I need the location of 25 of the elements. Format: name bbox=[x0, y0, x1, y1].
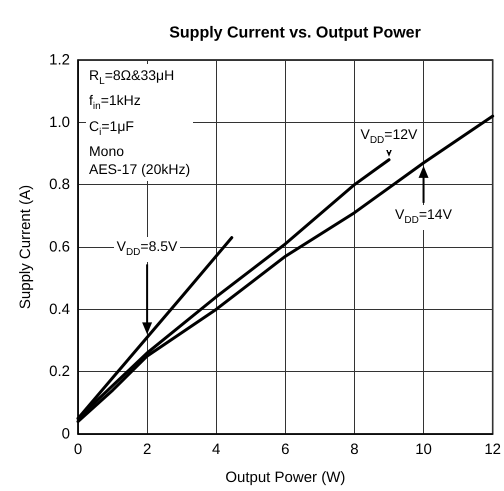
y-axis-title: Supply Current (A) bbox=[17, 184, 34, 310]
y-tick-label: 1.0 bbox=[49, 114, 70, 131]
x-tick-label: 6 bbox=[281, 441, 290, 458]
y-tick-label: 0.4 bbox=[49, 300, 70, 318]
x-tick-label: 8 bbox=[350, 441, 359, 458]
series-label: V$_{DD}$=14V bbox=[392, 204, 455, 230]
chart-title: Supply Current vs. Output Power bbox=[169, 24, 421, 42]
annotation: Mono bbox=[89, 142, 126, 160]
x-tick-label: 10 bbox=[415, 441, 432, 458]
y-tick-label: 0.6 bbox=[49, 238, 70, 256]
x-axis-title: Output Power (W) bbox=[225, 469, 346, 486]
annotation: C$_{i}$=1μF bbox=[89, 116, 135, 140]
x-tick-label: 12 bbox=[484, 441, 501, 458]
annotation: AES-17 (20kHz) bbox=[89, 160, 190, 179]
series-label: V$_{DD}$=12V bbox=[357, 124, 420, 150]
y-tick-label: 0.8 bbox=[49, 176, 70, 194]
y-tick-label: 1.2 bbox=[49, 52, 70, 68]
text: V$_{DD}$=8.5V bbox=[114, 237, 180, 262]
x-tick-label: 4 bbox=[212, 441, 220, 458]
annotation: f$_{in}$=1kHz bbox=[89, 91, 142, 114]
y-tick-label: 0.2 bbox=[49, 363, 70, 380]
x-tick-label: 2 bbox=[142, 441, 152, 458]
annotation: R$_{L}$=8Ω&33μH bbox=[89, 66, 176, 89]
x-tick-label: 0 bbox=[74, 441, 82, 458]
y-tick-label: 0 bbox=[62, 426, 70, 442]
